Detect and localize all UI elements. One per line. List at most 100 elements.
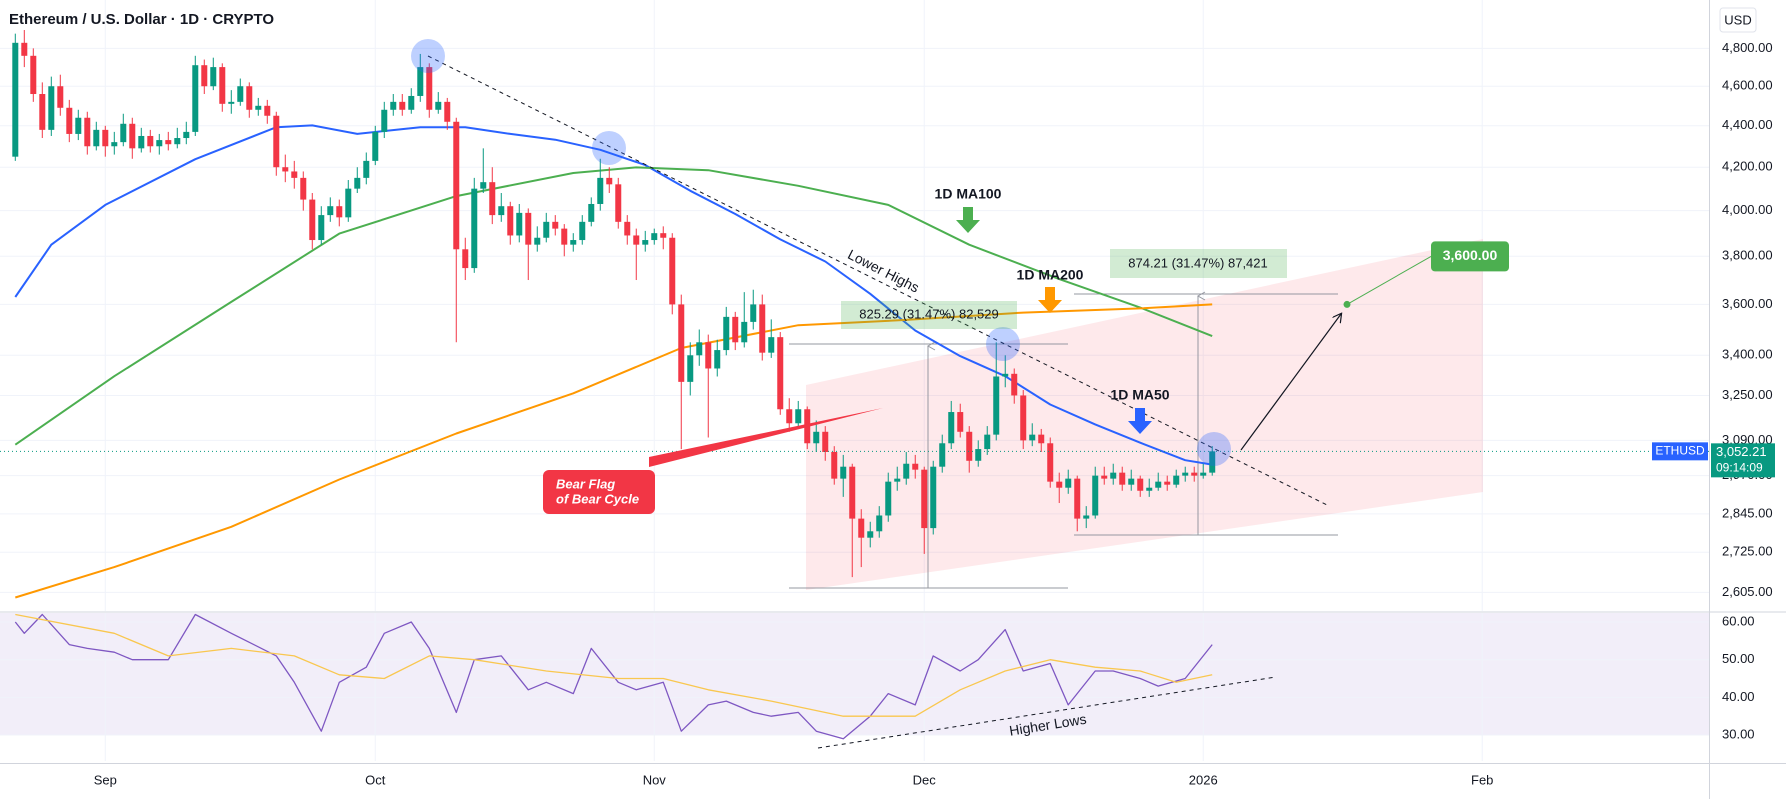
y-tick-label: 3,600.00 <box>1722 296 1773 311</box>
candle-body <box>309 199 316 241</box>
candle-body <box>1209 451 1216 473</box>
candle-body <box>1182 472 1189 476</box>
candle-body <box>903 463 910 479</box>
y-tick-label: 2,605.00 <box>1722 584 1773 599</box>
y-tick-label: 60.00 <box>1722 613 1755 628</box>
candle-body <box>777 337 784 410</box>
candle-body <box>1083 515 1090 519</box>
x-tick-label: Oct <box>365 772 386 787</box>
candle-body <box>1020 395 1027 441</box>
candle-body <box>813 431 820 444</box>
candle-body <box>345 188 352 218</box>
candle-body <box>390 101 397 110</box>
measure-2 <box>1074 291 1338 536</box>
candle-body <box>957 412 964 432</box>
candle-body <box>318 215 325 241</box>
ma-arrow <box>1128 408 1152 434</box>
y-tick-label: 2,845.00 <box>1722 505 1773 520</box>
candle-body <box>1164 481 1171 485</box>
candle-body <box>1191 472 1198 476</box>
y-tick-label: 2,725.00 <box>1722 544 1773 559</box>
candle-body <box>921 469 928 529</box>
x-tick-label: Dec <box>913 772 937 787</box>
candle-body <box>579 221 586 241</box>
candle-body <box>174 138 181 145</box>
candle-body <box>1092 475 1099 516</box>
touch-circle <box>411 39 445 73</box>
candle-body <box>939 443 946 467</box>
candle-body <box>543 221 550 238</box>
callout-text: of Bear Cycle <box>556 491 639 506</box>
candle-body <box>1047 443 1054 482</box>
x-tick-label: Nov <box>643 772 667 787</box>
y-tick-label: 50.00 <box>1722 651 1755 666</box>
symbol-box <box>1652 442 1708 461</box>
candle-body <box>1146 487 1153 491</box>
candle-body <box>183 131 190 139</box>
candle-body <box>354 177 361 189</box>
candle-body <box>336 206 343 218</box>
candle-body <box>696 342 703 356</box>
target-box <box>1431 241 1509 272</box>
candle-body <box>1011 373 1018 396</box>
callout-pointer <box>649 408 883 467</box>
series-line <box>14 124 1213 466</box>
candle-body <box>246 86 253 110</box>
candle-body <box>894 478 901 482</box>
candle-body <box>750 304 757 322</box>
chart-title: Ethereum / U.S. Dollar · 1D · CRYPTO <box>9 11 274 28</box>
candle-body <box>471 188 478 269</box>
candle-body <box>588 203 595 222</box>
candle-body <box>678 304 685 382</box>
candle-body <box>453 121 460 250</box>
candle-body <box>363 160 370 178</box>
y-tick-label: 3,090.00 <box>1722 432 1773 447</box>
candle-body <box>1101 475 1108 479</box>
y-tick-label: 4,200.00 <box>1722 159 1773 174</box>
y-tick-label: 3,400.00 <box>1722 347 1773 362</box>
candle-body <box>201 65 208 87</box>
candle-body <box>264 105 271 116</box>
x-tick-label: Feb <box>1471 772 1493 787</box>
candle-body <box>1038 434 1045 444</box>
candle-body <box>525 212 532 245</box>
series-line <box>14 613 1213 740</box>
candle-body <box>75 117 82 134</box>
candle-body <box>1074 478 1081 519</box>
marks-layer <box>0 30 1709 740</box>
candle-body <box>876 515 883 532</box>
candle-body <box>417 67 424 96</box>
candle-body <box>858 518 865 538</box>
candle-body <box>84 117 91 147</box>
candle-body <box>435 101 442 110</box>
y-tick-label: 4,800.00 <box>1722 40 1773 55</box>
touch-circle <box>592 131 626 165</box>
candle-body <box>372 131 379 161</box>
candle-body <box>219 67 226 104</box>
candle-body <box>102 129 109 147</box>
candle-body <box>885 481 892 516</box>
candle-body <box>984 434 991 450</box>
candle-body <box>966 431 973 461</box>
ma-label: 1D MA200 <box>1017 267 1084 283</box>
candle-body <box>1173 475 1180 485</box>
candle-body <box>1110 472 1117 479</box>
candle-body <box>1128 478 1135 485</box>
candle-body <box>156 140 163 147</box>
y-tick-label: 4,600.00 <box>1722 78 1773 93</box>
candle-body <box>129 123 136 149</box>
candle-body <box>831 451 838 479</box>
candle-body <box>21 42 28 56</box>
candle-body <box>687 355 694 382</box>
candle-body <box>867 531 874 538</box>
currency-box[interactable] <box>1719 7 1757 33</box>
candle-body <box>228 101 235 104</box>
ma-arrow <box>956 207 980 233</box>
candle-body <box>498 206 505 216</box>
candle-body <box>660 233 667 238</box>
y-tick-label: 40.00 <box>1722 689 1755 704</box>
candle-body <box>480 182 487 189</box>
